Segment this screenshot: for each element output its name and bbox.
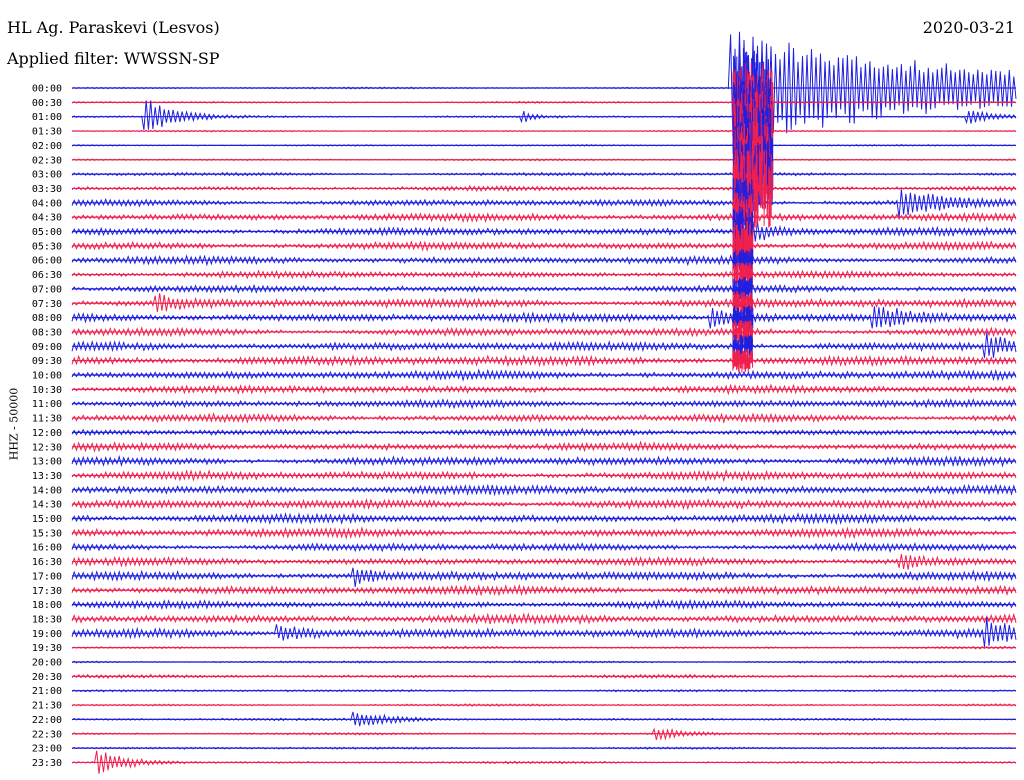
- row-label: 11:30: [32, 414, 62, 425]
- trace-row-0500: [71, 220, 1017, 242]
- row-label: 07:30: [32, 299, 62, 310]
- row-label: 06:30: [32, 270, 62, 281]
- trace-row-1400: [71, 483, 1017, 497]
- row-label: 01:30: [32, 127, 62, 138]
- trace-row-0930: [71, 354, 1017, 368]
- row-label: 22:00: [32, 715, 62, 726]
- main-event-burst: [732, 349, 753, 373]
- trace-row-0800: [71, 306, 1017, 329]
- trace-row-0830: [71, 326, 1017, 338]
- row-label: 06:00: [32, 256, 62, 267]
- trace-row-1230: [71, 440, 1017, 453]
- row-label: 15:00: [32, 514, 62, 525]
- trace-row-0430: [71, 211, 1017, 224]
- row-label: 22:30: [32, 729, 62, 740]
- trace-row-0700: [71, 283, 1017, 295]
- trace-row-1700: [71, 567, 1017, 588]
- trace-row-0000: [71, 31, 1017, 143]
- main-event-burst: [732, 262, 753, 287]
- row-label: 13:30: [32, 471, 62, 482]
- trace-row-1430: [71, 497, 1017, 511]
- row-label: 16:00: [32, 543, 62, 554]
- row-label: 11:00: [32, 399, 62, 410]
- main-event-burst: [732, 220, 754, 271]
- row-label: 04:00: [32, 198, 62, 209]
- row-label: 09:30: [32, 356, 62, 367]
- row-label: 10:30: [32, 385, 62, 396]
- trace-row-0630: [71, 269, 1017, 280]
- row-label: 12:00: [32, 428, 62, 439]
- row-label: 07:00: [32, 284, 62, 295]
- row-label: 15:30: [32, 528, 62, 539]
- trace-row-0400: [71, 189, 1017, 218]
- filter-label: Applied filter: WWSSN-SP: [7, 49, 220, 68]
- trace-row-1030: [71, 383, 1017, 396]
- trace-row-1630: [71, 554, 1017, 570]
- row-label: 13:00: [32, 457, 62, 468]
- row-label: 10:00: [32, 371, 62, 382]
- trace-row-2230: [71, 727, 1017, 741]
- row-label: 05:30: [32, 241, 62, 252]
- trace-row-1300: [71, 454, 1017, 468]
- row-label: 20:00: [32, 658, 62, 669]
- row-label: 08:00: [32, 313, 62, 324]
- trace-row-1900: [71, 616, 1017, 647]
- trace-row-0100: [71, 100, 1017, 130]
- row-label: 03:00: [32, 170, 62, 181]
- trace-row-1330: [71, 468, 1017, 483]
- trace-row-1800: [71, 598, 1017, 611]
- row-label: 01:00: [32, 112, 62, 123]
- row-label: 21:00: [32, 686, 62, 697]
- trace-row-1530: [71, 526, 1017, 540]
- row-label: 05:00: [32, 227, 62, 238]
- row-label: 09:00: [32, 342, 62, 353]
- row-label: 14:30: [32, 500, 62, 511]
- trace-row-1100: [71, 398, 1017, 410]
- trace-row-0900: [71, 332, 1017, 358]
- station-title: HL Ag. Paraskevi (Lesvos): [7, 18, 220, 37]
- row-label: 00:00: [32, 84, 62, 95]
- trace-row-1600: [71, 541, 1017, 554]
- row-label-group: 00:00 00:30 01:00 01:30 02:00 02:30 03:00 03:30…: [32, 84, 62, 769]
- row-label: 19:30: [32, 643, 62, 654]
- trace-row-1200: [71, 427, 1017, 437]
- trace-group: [71, 31, 1017, 774]
- trace-row-0600: [71, 254, 1017, 267]
- row-label: 18:00: [32, 600, 62, 611]
- trace-row-1000: [71, 368, 1017, 382]
- row-label: 17:00: [32, 571, 62, 582]
- row-label: 02:00: [32, 141, 62, 152]
- row-label: 18:30: [32, 614, 62, 625]
- row-label: 23:30: [32, 758, 62, 769]
- trace-row-1830: [71, 612, 1017, 626]
- trace-row-0530: [71, 240, 1017, 252]
- date-label: 2020-03-21: [922, 18, 1015, 37]
- row-label: 23:00: [32, 744, 62, 755]
- trace-row-1500: [71, 512, 1017, 526]
- row-label: 03:30: [32, 184, 62, 195]
- row-label: 17:30: [32, 586, 62, 597]
- trace-row-1130: [71, 411, 1017, 424]
- row-label: 21:30: [32, 701, 62, 712]
- row-label: 08:30: [32, 327, 62, 338]
- main-event-burst: [732, 148, 773, 229]
- trace-row-1730: [71, 583, 1017, 597]
- row-label: 02:30: [32, 155, 62, 166]
- row-label: 12:30: [32, 442, 62, 453]
- row-label: 04:30: [32, 213, 62, 224]
- trace-row-0730: [71, 293, 1017, 313]
- row-label: 00:30: [32, 98, 62, 109]
- row-label: 20:30: [32, 672, 62, 683]
- main-event-burst: [732, 248, 754, 273]
- row-label: 19:00: [32, 629, 62, 640]
- row-label: 14:00: [32, 485, 62, 496]
- row-label: 16:30: [32, 557, 62, 568]
